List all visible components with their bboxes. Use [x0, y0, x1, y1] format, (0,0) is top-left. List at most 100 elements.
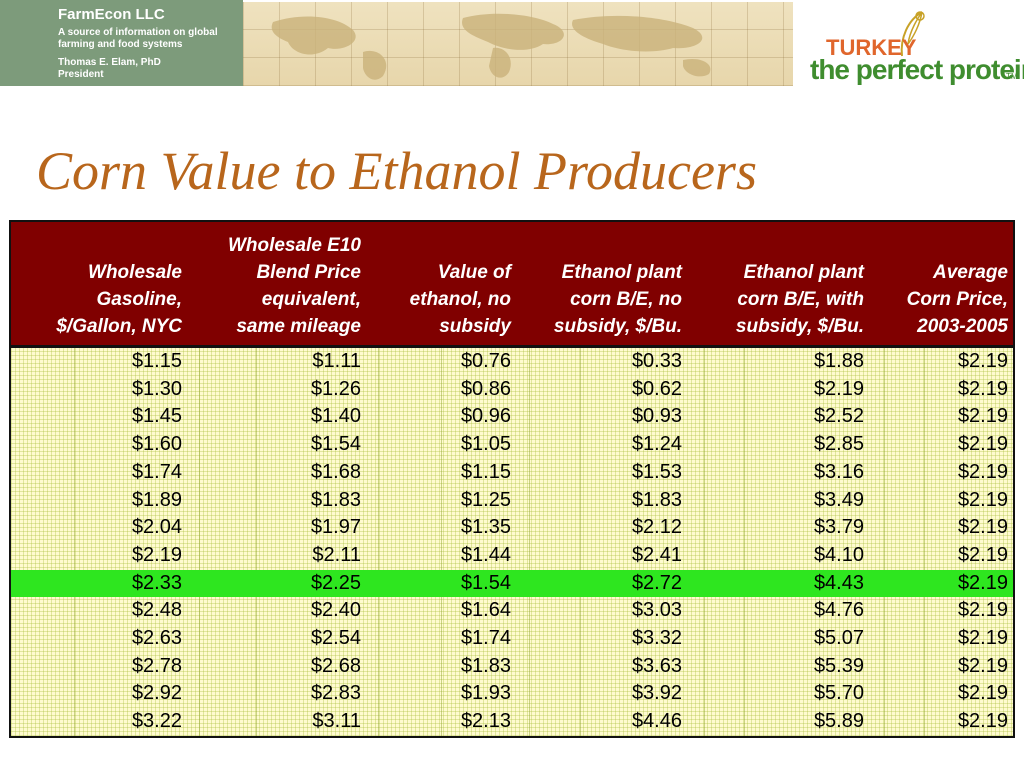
table-cell: $2.04	[131, 516, 182, 539]
column-header: Wholesale E10 Blend Price equivalent, same …	[186, 232, 361, 340]
table-cell: $2.11	[312, 543, 361, 566]
table-cell: $1.83	[631, 488, 682, 511]
table-cell: $2.19	[957, 433, 1008, 456]
table-cell: $1.83	[310, 488, 361, 511]
table-cell: $5.70	[813, 682, 864, 705]
table-cell: $1.74	[460, 627, 511, 649]
column-header-line: Ethanol plant	[561, 262, 682, 283]
table-cell: $2.19	[957, 377, 1008, 400]
table-cell: $2.52	[813, 405, 864, 428]
table-cell: $2.19	[957, 654, 1008, 677]
column-header-line: same mileage	[236, 316, 361, 337]
presenter-role: President	[58, 69, 104, 80]
table-cell: $3.16	[813, 460, 864, 483]
column-header-line: $/Gallon, NYC	[56, 316, 182, 337]
column-header: Ethanol plant corn B/E, no subsidy, $/Bu.	[517, 259, 682, 340]
table-cell: $1.88	[813, 350, 864, 372]
table-cell: $0.76	[460, 350, 511, 372]
table-cell: $2.25	[310, 571, 361, 594]
table-cell: $1.15	[131, 350, 182, 372]
table-row: $1.15 $1.11 $0.76 $0.33 $1.88 $2.19	[11, 348, 1013, 376]
column-divider	[884, 348, 885, 736]
presenter-name: Thomas E. Elam, PhD	[58, 57, 161, 68]
table-cell: $4.76	[813, 599, 864, 622]
column-header-line: 2003-2005	[917, 316, 1008, 337]
table-cell: $3.22	[131, 710, 182, 733]
table-cell: $2.19	[957, 571, 1008, 594]
table-row-highlighted: $2.33 $2.25 $1.54 $2.72 $4.43 $2.19	[11, 569, 1013, 598]
table-cell: $2.63	[131, 627, 182, 649]
column-divider	[704, 348, 705, 736]
table-cell: $2.41	[631, 543, 682, 566]
table-cell: $1.40	[310, 405, 361, 428]
table-cell: $1.35	[460, 516, 511, 539]
table-cell: $2.19	[131, 543, 182, 566]
table-cell: $2.13	[460, 710, 511, 733]
company-banner: FarmEcon LLC A source of information on …	[0, 0, 243, 86]
table-cell: $2.19	[813, 377, 864, 400]
table-cell: $0.33	[631, 350, 682, 372]
column-header-line: ethanol, no	[409, 289, 511, 310]
logo-turkey-text: TURKEY	[826, 35, 917, 60]
table-cell: $0.93	[631, 405, 682, 428]
table-cell: $1.26	[310, 377, 361, 400]
table-cell: $0.86	[460, 377, 511, 400]
table-cell: $1.30	[131, 377, 182, 400]
table-cell: $2.19	[957, 350, 1008, 372]
table-cell: $5.89	[813, 710, 864, 733]
table-row: $1.45 $1.40 $0.96 $0.93 $2.52 $2.19	[11, 403, 1013, 431]
table-header: Wholesale Gasoline, $/Gallon, NYC Wholesale…	[11, 222, 1013, 348]
table-row: $2.78 $2.68 $1.83 $3.63 $5.39 $2.19	[11, 653, 1013, 681]
table-row: $3.22 $3.11 $2.13 $4.46 $5.89 $2.19	[11, 708, 1013, 736]
table-cell: $2.54	[310, 627, 361, 649]
table-cell: $2.72	[631, 571, 682, 594]
company-tagline: A source of information on global farmin…	[58, 27, 218, 50]
table-row: $2.92 $2.83 $1.93 $3.92 $5.70 $2.19	[11, 680, 1013, 708]
table-cell: $4.10	[813, 543, 864, 566]
table-cell: $1.11	[312, 350, 361, 372]
table-cell: $0.96	[460, 405, 511, 428]
column-header-line: Blend Price	[256, 262, 361, 283]
table-cell: $2.12	[631, 516, 682, 539]
table-cell: $1.24	[631, 433, 682, 456]
table-cell: $3.11	[312, 710, 361, 733]
table-cell: $1.45	[131, 405, 182, 428]
turkey-logo: TURKEY the perfect protein TM	[810, 8, 1024, 86]
column-divider	[744, 348, 745, 736]
column-divider	[529, 348, 530, 736]
table-cell: $1.97	[310, 516, 361, 539]
table-row: $1.89 $1.83 $1.25 $1.83 $3.49 $2.19	[11, 487, 1013, 515]
column-divider	[580, 348, 581, 736]
table-cell: $3.63	[631, 654, 682, 677]
table-cell: $1.60	[131, 433, 182, 456]
table-body: $1.15 $1.11 $0.76 $0.33 $1.88 $2.19 $1.30 $1.26…	[11, 348, 1013, 736]
table-cell: $2.48	[131, 599, 182, 622]
column-header: Average Corn Price, 2003-2005	[858, 259, 1008, 340]
column-header: Wholesale Gasoline, $/Gallon, NYC	[12, 259, 182, 340]
column-divider	[199, 348, 200, 736]
table-cell: $2.19	[957, 682, 1008, 705]
column-divider	[74, 348, 75, 736]
column-header-line: Wholesale E10	[227, 235, 361, 256]
column-header-line: Value of	[437, 262, 511, 283]
table-cell: $0.62	[631, 377, 682, 400]
table-cell: $3.49	[813, 488, 864, 511]
company-name: FarmEcon LLC	[58, 6, 165, 23]
table-cell: $4.43	[813, 571, 864, 594]
table-cell: $2.33	[131, 571, 182, 594]
table-row: $1.30 $1.26 $0.86 $0.62 $2.19 $2.19	[11, 376, 1013, 404]
table-cell: $1.68	[310, 460, 361, 483]
column-divider	[441, 348, 442, 736]
table-cell: $1.93	[460, 682, 511, 705]
table-cell: $2.40	[310, 599, 361, 622]
table-cell: $2.68	[310, 654, 361, 677]
logo-tagline-text: the perfect protein	[810, 54, 1024, 85]
table-cell: $4.46	[631, 710, 682, 733]
table-cell: $1.74	[131, 460, 182, 483]
table-row: $2.63 $2.54 $1.74 $3.32 $5.07 $2.19	[11, 625, 1013, 653]
table-cell: $5.07	[813, 627, 864, 649]
table-row: $1.74 $1.68 $1.15 $1.53 $3.16 $2.19	[11, 459, 1013, 487]
world-map-banner	[243, 2, 793, 86]
table-cell: $3.79	[813, 516, 864, 539]
column-header-line: corn B/E, with	[737, 289, 864, 310]
